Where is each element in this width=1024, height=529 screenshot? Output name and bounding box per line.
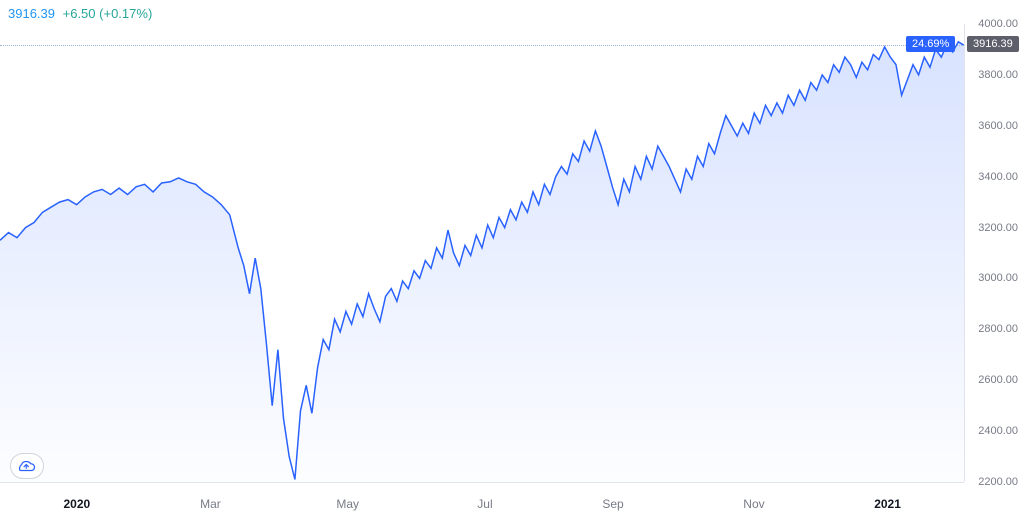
quote-header: 3916.39 +6.50 (+0.17%) (8, 6, 152, 21)
y-tick-label: 3200.00 (978, 222, 1018, 234)
x-tick-label: Mar (200, 497, 221, 511)
y-tick-label: 2800.00 (978, 323, 1018, 335)
x-tick-label: Jul (477, 497, 492, 511)
x-tick-label: Nov (743, 497, 764, 511)
snapshot-button[interactable] (10, 453, 44, 479)
y-tick-label: 3800.00 (978, 69, 1018, 81)
current-value-badge: 3916.39 (967, 36, 1019, 52)
percent-change-badge: 24.69% (906, 36, 955, 52)
y-tick-label: 2600.00 (978, 374, 1018, 386)
y-tick-label: 2200.00 (978, 476, 1018, 488)
price-change: +6.50 (+0.17%) (63, 6, 153, 21)
y-axis: 2200.002400.002600.002800.003000.003200.… (964, 24, 1024, 482)
x-axis: 2020 Mar May Jul Sep Nov 2021 (0, 482, 964, 529)
camera-icon (18, 459, 36, 473)
x-tick-label: May (336, 497, 359, 511)
price-chart[interactable] (0, 24, 964, 482)
y-tick-label: 3400.00 (978, 171, 1018, 183)
x-tick-label: 2021 (874, 497, 901, 511)
x-tick-label: Sep (602, 497, 623, 511)
y-tick-label: 3000.00 (978, 272, 1018, 284)
y-tick-label: 2400.00 (978, 425, 1018, 437)
y-tick-label: 3600.00 (978, 120, 1018, 132)
x-tick-label: 2020 (64, 497, 91, 511)
chart-svg (0, 24, 964, 482)
last-price: 3916.39 (8, 6, 55, 21)
y-tick-label: 4000.00 (978, 18, 1018, 30)
last-price-line (0, 45, 964, 46)
